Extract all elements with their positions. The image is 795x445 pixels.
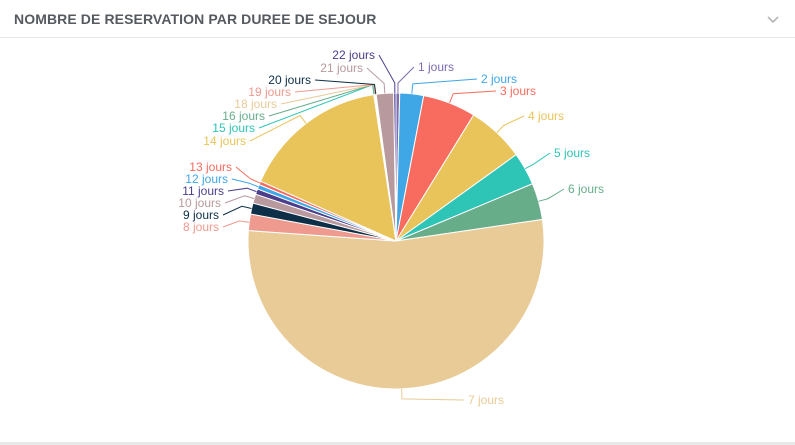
pie-leader-line [378, 54, 396, 93]
pie-slice-label: 1 jours [418, 60, 454, 74]
pie-slice-label: 2 jours [481, 72, 517, 86]
pie-slice[interactable] [393, 92, 397, 242]
pie-leader-line [411, 78, 478, 94]
pie-slice[interactable] [259, 94, 397, 242]
pie-slice-label: 10 jours [178, 196, 221, 210]
pie-leader-line [222, 220, 250, 228]
pie-leader-line [538, 188, 565, 202]
pie-leader-line [227, 187, 257, 193]
pie-slice-label: 3 jours [500, 84, 536, 98]
pie-slice-label: 5 jours [554, 146, 590, 160]
panel-title: NOMBRE DE RESERVATION PAR DUREE DE SEJOU… [14, 11, 377, 27]
pie-leader-line [231, 178, 259, 188]
pie-leader-line [397, 66, 415, 94]
pie-slice-label: 16 jours [222, 109, 265, 123]
pie-slice-label: 12 jours [185, 172, 228, 186]
pie-slice-label: 20 jours [268, 73, 311, 87]
pie-leader-line [314, 79, 377, 95]
pie-slice-label: 4 jours [528, 109, 564, 123]
pie-slice-label: 7 jours [468, 393, 504, 407]
pie-slice-label: 21 jours [320, 61, 363, 75]
pie-slice-label: 18 jours [234, 97, 277, 111]
pie-leader-line [235, 166, 261, 184]
pie-leader-line [222, 205, 252, 216]
pie-slice-label: 13 jours [189, 160, 232, 174]
pie-leader-line [224, 195, 255, 204]
chevron-down-icon[interactable] [764, 10, 782, 28]
pie-slice-label: 15 jours [212, 121, 255, 135]
panel-header: NOMBRE DE RESERVATION PAR DUREE DE SEJOU… [0, 0, 795, 38]
pie-leader-line [496, 115, 525, 134]
pie-slice-label: 8 jours [183, 220, 219, 234]
pie-leader-line [401, 388, 465, 401]
pie-slice[interactable] [247, 218, 545, 390]
pie-leader-line [249, 114, 307, 142]
pie-slice-label: 6 jours [568, 182, 604, 196]
pie-slice-label: 11 jours [182, 184, 224, 198]
pie-leader-line [366, 67, 386, 94]
pie-slice-label: 22 jours [332, 48, 375, 62]
pie-slice-label: 9 jours [183, 208, 219, 222]
pie-slice-label: 14 jours [203, 134, 246, 148]
pie-slice-label: 19 jours [248, 85, 291, 99]
pie-leader-line [524, 152, 551, 170]
pie-leader-line [449, 90, 497, 104]
